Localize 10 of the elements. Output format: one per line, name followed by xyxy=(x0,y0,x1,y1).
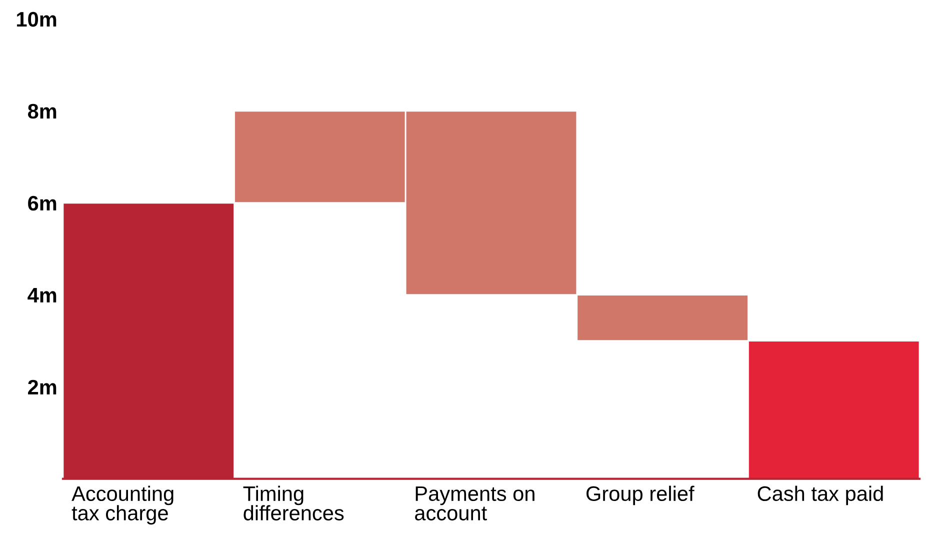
y-tick-label: 4m xyxy=(28,288,56,302)
y-tick-label: 6m xyxy=(28,196,56,211)
x-tick-label: Payments on account xyxy=(415,486,534,520)
x-tick-label: Timing differences xyxy=(243,486,344,520)
y-tick-label: 10m xyxy=(17,12,56,27)
x-tick-label: Group relief xyxy=(586,486,694,506)
x-tick-label: Accounting tax charge xyxy=(72,486,174,525)
y-tick-label: 8m xyxy=(28,104,56,119)
y-tick-label: 2m xyxy=(28,380,56,394)
x-tick-label: Cash tax paid xyxy=(758,486,883,506)
